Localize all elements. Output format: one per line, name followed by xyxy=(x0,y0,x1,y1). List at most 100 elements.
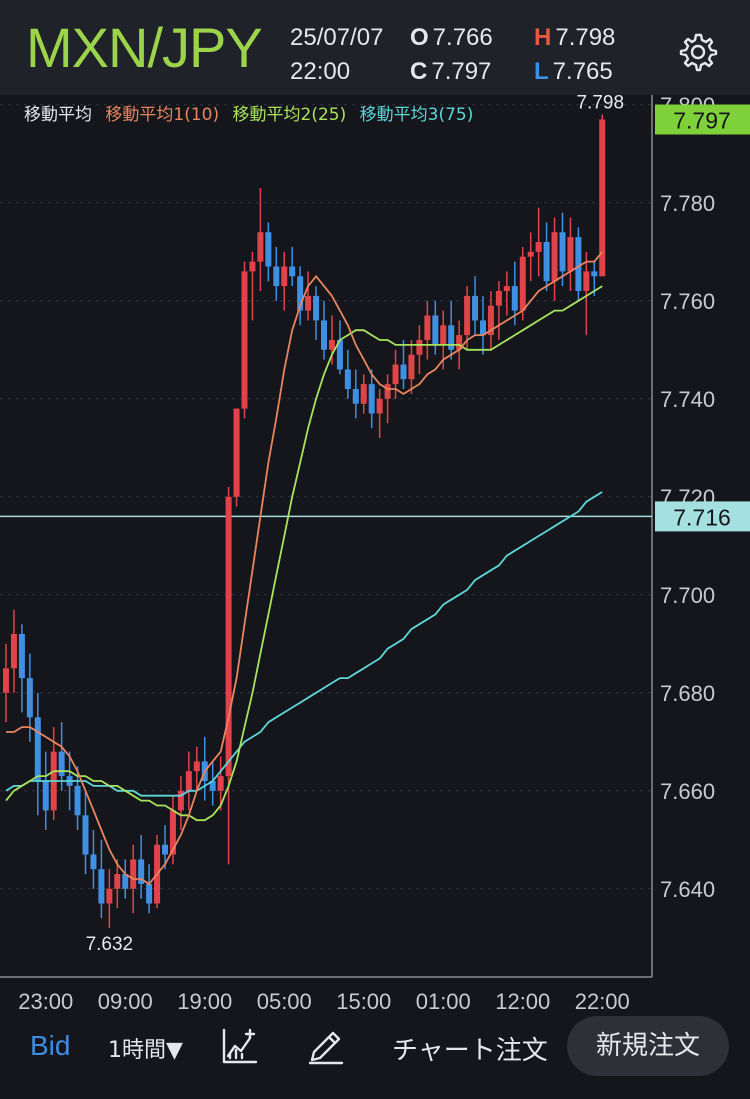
candle-body xyxy=(400,364,407,380)
candle-body xyxy=(146,883,153,904)
candle-body xyxy=(440,325,447,345)
candle-body xyxy=(416,340,423,355)
currency-pair-title[interactable]: MXN/JPY xyxy=(26,16,263,79)
close-label: C xyxy=(410,58,428,85)
candle-body xyxy=(233,408,240,497)
candle-body xyxy=(384,384,391,399)
candle-body xyxy=(193,761,200,772)
low-label: L xyxy=(534,58,549,85)
legend-ma1: 移動平均1(10) xyxy=(105,105,220,125)
chart-order-button[interactable]: チャート注文 xyxy=(392,1036,548,1066)
candle-body xyxy=(472,295,479,321)
open-price: 7.766 xyxy=(432,24,493,51)
candle-body xyxy=(305,295,312,311)
legend-ma3: 移動平均3(75) xyxy=(359,105,474,125)
y-tick-label: 7.700 xyxy=(660,583,715,608)
candle-body xyxy=(82,815,89,855)
candle-body xyxy=(591,271,598,277)
candle-body xyxy=(344,369,351,389)
bid-ask-toggle[interactable]: Bid xyxy=(30,1030,71,1061)
pen-draw-icon[interactable] xyxy=(306,1026,346,1066)
candle-body xyxy=(177,790,184,811)
moving-average-legend: 移動平均 移動平均1(10) 移動平均2(25) 移動平均3(75) xyxy=(24,100,481,125)
candle-body xyxy=(495,291,502,306)
new-order-button[interactable]: 新規注文 xyxy=(567,1016,729,1076)
candle-body xyxy=(130,859,137,889)
chart-header: MXN/JPY 25/07/07 22:00 O 7.766 C 7.797 H 7.… xyxy=(0,0,750,95)
max-price-label: 7.798 xyxy=(576,95,624,114)
candle-body xyxy=(42,781,49,811)
candle-body xyxy=(535,242,542,252)
timeframe-selector[interactable]: 1時間▼ xyxy=(108,1038,183,1063)
candle-body xyxy=(185,771,192,791)
current-price-label: 7.797 xyxy=(673,108,731,134)
candle-body xyxy=(122,874,129,889)
candle-body xyxy=(249,261,256,272)
y-tick-label: 7.760 xyxy=(660,289,715,314)
candle-body xyxy=(90,854,97,870)
candle-body xyxy=(464,295,471,336)
open-value: O 7.766 xyxy=(410,24,493,52)
candle-body xyxy=(34,717,41,781)
current-price-tag xyxy=(655,104,750,135)
candle-body xyxy=(265,232,272,267)
x-tick-label: 05:00 xyxy=(257,989,312,1012)
legend-ma-title[interactable]: 移動平均 xyxy=(24,105,92,125)
candle-body xyxy=(162,844,168,855)
close-price: 7.797 xyxy=(431,58,492,85)
candle-body xyxy=(74,785,81,816)
min-price-label: 7.632 xyxy=(86,934,134,955)
candle-body xyxy=(448,325,455,350)
candle-body xyxy=(567,237,574,272)
candle-body xyxy=(559,232,566,272)
candle-body xyxy=(527,251,534,257)
candle-body xyxy=(225,496,232,777)
candle-body xyxy=(368,384,375,414)
candle-body xyxy=(392,364,399,385)
candle-body xyxy=(487,305,494,336)
candle-body xyxy=(328,340,335,350)
x-tick-label: 22:00 xyxy=(575,989,630,1012)
candle-body xyxy=(376,398,383,414)
low-price: 7.765 xyxy=(552,58,613,85)
y-tick-label: 7.680 xyxy=(660,681,715,706)
candle-body xyxy=(511,286,518,311)
candle-body xyxy=(98,869,105,904)
candle-body xyxy=(432,315,439,345)
price-chart[interactable]: 7.6407.6607.6807.7007.7207.7407.7607.780… xyxy=(0,95,750,1012)
open-label: O xyxy=(410,24,429,51)
candle-body xyxy=(352,389,359,404)
chart-indicator-icon[interactable] xyxy=(220,1026,260,1066)
candle-body xyxy=(456,335,463,350)
candle-body xyxy=(360,384,367,404)
ma1-line xyxy=(6,251,603,886)
candle-body xyxy=(26,678,33,718)
candle-body xyxy=(18,634,25,679)
candle-body xyxy=(114,874,121,889)
legend-ma2: 移動平均2(25) xyxy=(232,105,347,125)
x-tick-label: 09:00 xyxy=(98,989,153,1012)
candle-body xyxy=(583,271,590,291)
ma2-line xyxy=(5,285,603,822)
candle-body xyxy=(519,256,526,311)
y-tick-label: 7.740 xyxy=(660,387,715,412)
candle-body xyxy=(599,119,606,277)
x-tick-label: 23:00 xyxy=(18,989,73,1012)
settings-gear-icon[interactable] xyxy=(678,32,718,72)
candle-body xyxy=(297,276,304,311)
candle-body xyxy=(10,634,17,669)
candle-body xyxy=(217,776,224,791)
candle-body xyxy=(58,751,65,777)
high-price: 7.798 xyxy=(555,24,616,51)
candle-body xyxy=(289,266,296,277)
close-value: C 7.797 xyxy=(410,58,491,86)
candle-body xyxy=(209,781,216,791)
candle-body xyxy=(281,266,288,287)
x-tick-label: 01:00 xyxy=(416,989,471,1012)
level-price-tag[interactable] xyxy=(655,501,750,532)
candle-body xyxy=(336,340,343,370)
candle-body xyxy=(480,320,486,336)
candle-body xyxy=(106,888,113,904)
high-label: H xyxy=(534,24,552,51)
y-tick-label: 7.640 xyxy=(660,877,715,902)
